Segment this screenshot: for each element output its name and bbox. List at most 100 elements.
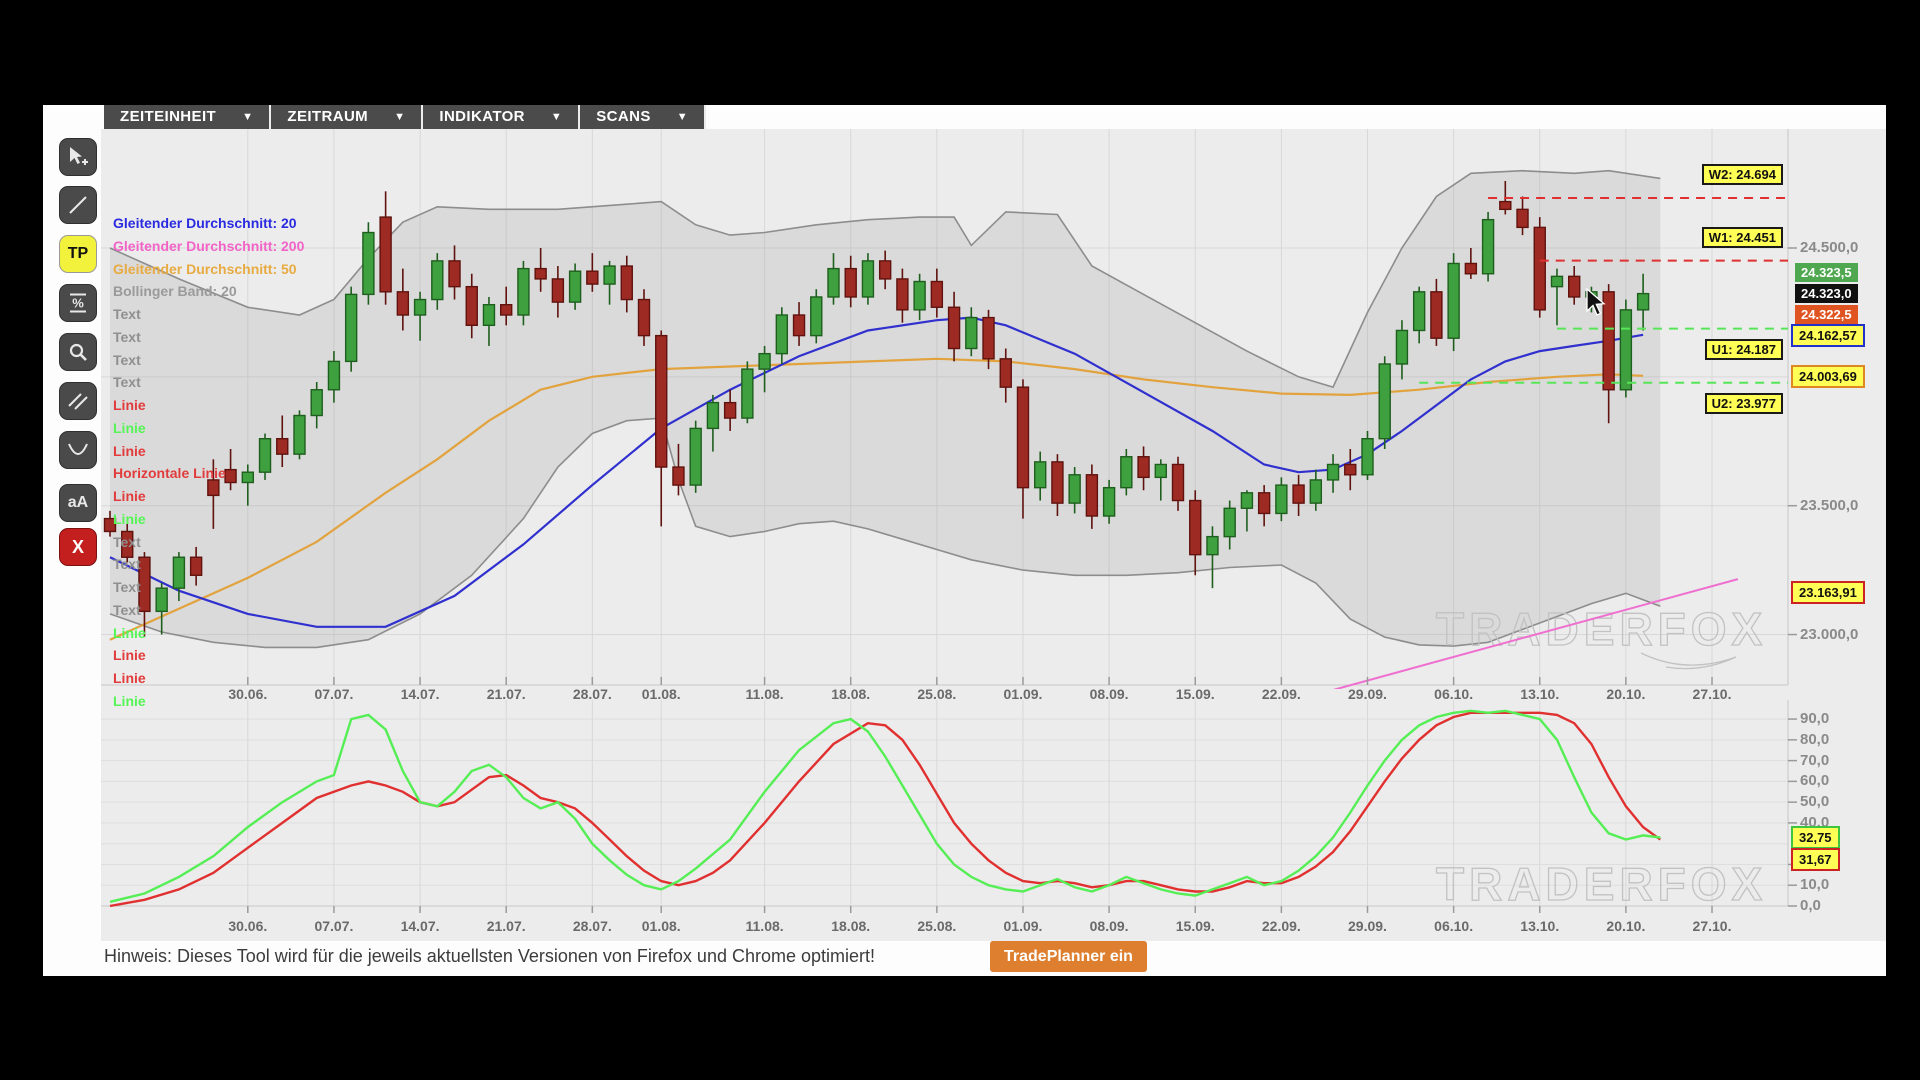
delete-tool-button[interactable]: X: [59, 528, 97, 566]
price-axis-label: 23.500,0: [1800, 496, 1859, 514]
ask-price-tag: 24.322,5: [1795, 304, 1858, 324]
date-label-main: 22.09.: [1261, 686, 1301, 702]
date-label-panel: 22.09.: [1261, 918, 1301, 934]
menu-indikator[interactable]: INDIKATOR ▼: [423, 105, 581, 129]
legend-item-10[interactable]: Linie: [113, 442, 146, 459]
mouse-cursor-icon: [1586, 288, 1606, 316]
date-label-main: 18.08.: [831, 686, 871, 702]
level-label-u1[interactable]: U1: 24.187: [1704, 338, 1783, 360]
chevron-down-icon: ▼: [550, 111, 563, 123]
date-label-panel: 08.09.: [1089, 918, 1129, 934]
bid-price-tag: 24.323,5: [1795, 262, 1858, 282]
diagonal-line-icon: [69, 196, 87, 214]
date-label-panel: 18.08.: [831, 918, 871, 934]
date-label-panel: 25.08.: [917, 918, 957, 934]
indicator-axis-label: 10,0: [1800, 876, 1830, 894]
indicator-axis-label: 90,0: [1800, 710, 1830, 728]
trendline-tool-button[interactable]: [59, 186, 97, 224]
legend-item-4[interactable]: Text: [113, 306, 141, 323]
level-label-w2[interactable]: W2: 24.694: [1701, 164, 1783, 185]
legend-item-0[interactable]: Gleitender Durchschnitt: 20: [113, 215, 297, 231]
date-label-main: 29.09.: [1348, 686, 1387, 702]
chevron-down-icon: ▼: [242, 111, 254, 123]
stochastic-k-value-tag: 32,75: [1791, 825, 1840, 849]
text-tool-button[interactable]: aA: [59, 484, 97, 522]
legend-item-1[interactable]: Gleitender Durchschnitt: 200: [113, 237, 305, 254]
percent-tool-button[interactable]: %: [59, 284, 97, 322]
indicator-panel-svg[interactable]: TRADERFOX: [101, 700, 1801, 940]
date-label-panel: 21.07.: [486, 918, 526, 934]
parallel-lines-icon: [68, 393, 88, 410]
tradeplanner-tool-button[interactable]: TP: [59, 235, 97, 273]
date-label-panel: 06.10.: [1434, 918, 1474, 934]
legend-item-13[interactable]: Linie: [113, 510, 146, 527]
stochastic-d-value-tag: 31,67: [1791, 847, 1840, 871]
date-label-panel: 11.08.: [745, 918, 784, 934]
date-label-main: 27.10.: [1692, 686, 1732, 702]
legend-item-7[interactable]: Text: [113, 374, 141, 391]
level-label-w1[interactable]: W1: 24.451: [1701, 226, 1783, 248]
arc-icon: [68, 443, 88, 455]
tradeplanner-toggle-button[interactable]: TradePlanner ein: [990, 941, 1147, 972]
zoom-tool-button[interactable]: [59, 333, 97, 371]
chart-canvas[interactable]: TRADERFOX TRADERFOX: [101, 129, 1886, 941]
date-label-main: 25.08.: [917, 686, 957, 702]
date-label-panel: 15.09.: [1175, 918, 1215, 934]
indicator-axis-label: 70,0: [1800, 751, 1830, 769]
chevron-down-icon: ▼: [676, 111, 689, 123]
legend-item-3[interactable]: Bollinger Band: 20: [113, 283, 237, 300]
traderfox-watermark: TRADERFOX: [1436, 858, 1767, 910]
legend-item-20[interactable]: Linie: [113, 670, 146, 687]
legend-item-18[interactable]: Linie: [113, 624, 146, 641]
menu-label: ZEITEINHEIT: [120, 108, 217, 125]
menu-zeiteinheit[interactable]: ZEITEINHEIT ▼: [104, 105, 272, 129]
menu-zeitraum[interactable]: ZEITRAUM ▼: [271, 105, 424, 129]
menu-scans[interactable]: SCANS ▼: [580, 105, 707, 129]
svg-text:%: %: [72, 296, 84, 311]
browser-hint-text: Hinweis: Dieses Tool wird für die jeweil…: [104, 946, 876, 966]
trading-app-window: ZEITEINHEIT▼ZEITRAUM▼INDIKATOR▼SCANS▼ LS…: [43, 105, 1886, 976]
date-label-panel: 01.08.: [641, 918, 681, 934]
date-label-panel: 14.07.: [400, 918, 440, 934]
price-axis-label: 24.500,0: [1800, 239, 1859, 256]
legend-item-19[interactable]: Linie: [113, 647, 146, 664]
date-label-main: 08.09.: [1089, 686, 1129, 702]
date-label-panel: 28.07.: [572, 918, 612, 934]
legend-item-16[interactable]: Text: [113, 579, 141, 596]
date-label-main: 30.06.: [228, 686, 268, 702]
legend-item-8[interactable]: Linie: [113, 397, 146, 414]
legend-item-21[interactable]: Linie: [113, 692, 146, 709]
date-label-panel: 13.10.: [1520, 918, 1560, 934]
legend-item-11[interactable]: Horizontale Linie: [113, 465, 226, 482]
date-label-panel: 27.10.: [1692, 918, 1732, 934]
date-label-main: 11.08.: [745, 686, 784, 702]
date-label-panel: 29.09.: [1348, 918, 1387, 934]
indicator-axis-label: 0,0: [1800, 897, 1821, 914]
legend-item-14[interactable]: Text: [113, 533, 141, 550]
menubar: ZEITEINHEIT ▼ ZEITRAUM ▼ INDIKATOR ▼ SCANS ▼: [104, 105, 707, 129]
legend-item-2[interactable]: Gleitender Durchschnitt: 50: [113, 260, 297, 277]
ma20-value-tag: 24.162,57: [1791, 323, 1865, 347]
date-label-main: 07.07.: [314, 686, 354, 702]
date-label-main: 14.07.: [400, 686, 440, 702]
date-label-main: 01.09.: [1003, 686, 1043, 702]
legend-item-17[interactable]: Text: [113, 601, 141, 618]
legend-item-5[interactable]: Text: [113, 328, 141, 345]
date-label-main: 06.10.: [1434, 686, 1474, 702]
date-label-main: 01.08.: [641, 686, 681, 702]
main-chart-svg[interactable]: TRADERFOX: [101, 129, 1801, 689]
ma50-value-tag: 24.003,69: [1791, 364, 1865, 388]
date-label-main: 20.10.: [1606, 686, 1646, 702]
date-label-main: 21.07.: [486, 686, 526, 702]
level-label-u2[interactable]: U2: 23.977: [1704, 392, 1783, 414]
legend-item-12[interactable]: Linie: [113, 488, 146, 505]
curve-tool-button[interactable]: [59, 431, 97, 469]
magnifier-icon: [69, 343, 87, 361]
legend-item-9[interactable]: Linie: [113, 419, 146, 436]
legend-item-15[interactable]: Text: [113, 556, 141, 573]
parallel-lines-tool-button[interactable]: [59, 382, 97, 420]
select-tool-button[interactable]: [59, 138, 97, 176]
menu-label: INDIKATOR: [439, 108, 525, 125]
legend-item-6[interactable]: Text: [113, 351, 141, 368]
